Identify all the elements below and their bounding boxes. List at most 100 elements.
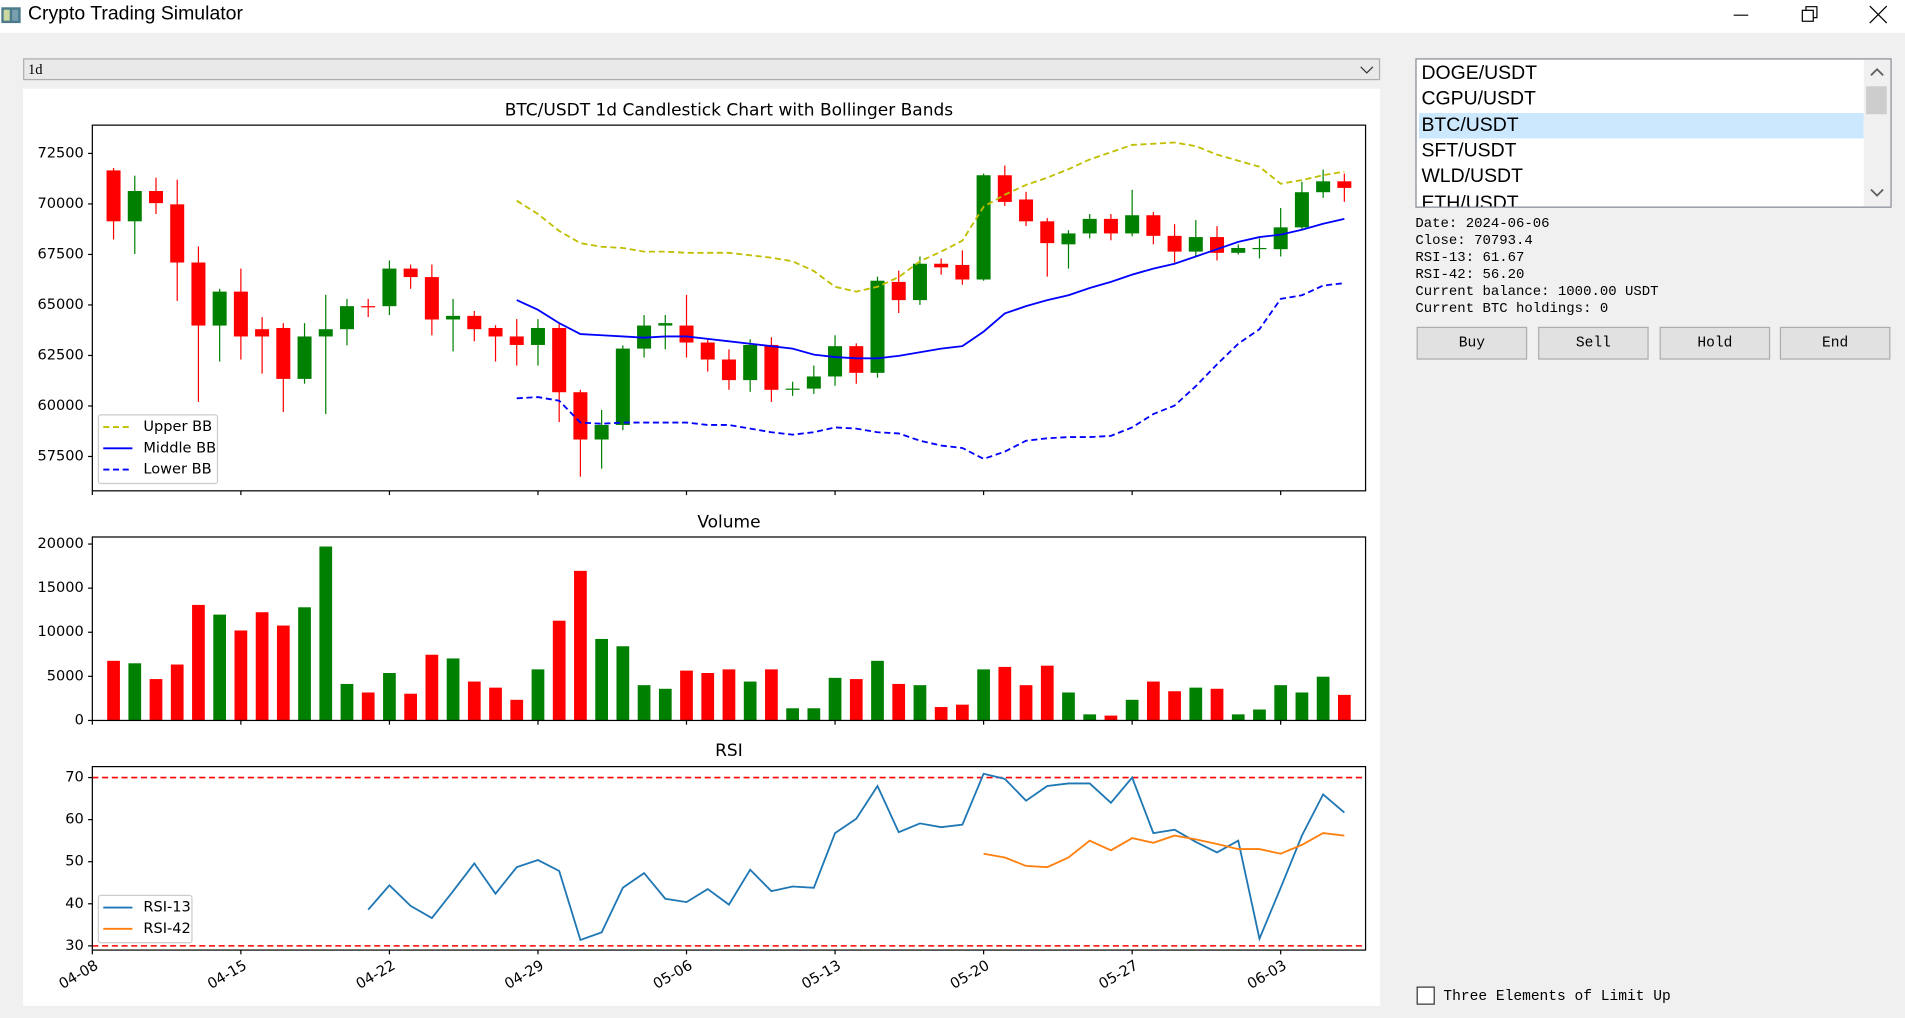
info-line: Date: 2024-06-06 [1415,216,1550,233]
y-tick-label: 15000 [38,579,84,596]
y-tick-label: 60 [65,811,84,828]
candle-body [446,315,461,320]
candle-body [1188,237,1203,252]
volume-bar [595,638,608,721]
candle-body [276,327,291,379]
candle-body [1061,233,1076,245]
legend-label: Lower BB [143,461,211,478]
candle-body [785,388,800,390]
scrollbar[interactable] [1863,59,1891,207]
checkbox-label[interactable]: Three Elements of Limit Up [1443,987,1671,1005]
series-line [367,772,1345,942]
pair-list[interactable]: DOGE/USDT CGPU/USDT BTC/USDT SFT/USDT WLD/US… [1415,58,1892,208]
pair-item[interactable]: CGPU/USDT [1421,89,1536,110]
app-icon [1,7,21,24]
action-button[interactable]: Hold [1659,326,1771,360]
plot-area [106,141,1352,477]
dropdown-arrow [1360,66,1374,74]
candle-body [1231,247,1246,253]
y-tick-label: 50 [65,853,84,870]
y-tick-label: 10000 [38,623,84,640]
close-button[interactable] [1869,5,1888,24]
plot-area [107,546,1351,721]
y-tick-label: 40 [65,895,84,912]
candle-body [849,346,864,373]
volume-bar [213,614,227,721]
volume-bar [913,685,927,721]
candle-body [976,175,991,280]
volume-bar [340,683,354,721]
action-button[interactable]: Sell [1538,326,1649,360]
pair-item[interactable]: DOGE/USDT [1421,63,1538,84]
candle-body [382,268,397,307]
y-tick-label: 65000 [38,296,84,313]
pair-item[interactable]: BTC/USDT [1419,112,1864,139]
volume-bar [383,672,396,721]
candle-body [297,336,312,379]
action-button[interactable]: Buy [1416,326,1528,360]
volume-bar [192,604,205,721]
action-button[interactable]: End [1779,326,1891,360]
pair-item[interactable]: ETH/USDT [1421,192,1519,208]
candle-body [891,281,906,301]
legend-label: Upper BB [143,418,212,435]
candle-body [721,359,736,381]
info-panel: Date: 2024-06-06 Close: 70793.4 RSI-13: 61… [1415,216,1658,318]
volume-bar [743,681,757,721]
candle-body [467,315,482,330]
candle-body [594,424,609,440]
volume-bar [977,669,990,721]
volume-bar [404,693,418,721]
plot-area [92,772,1366,947]
volume-bar [722,669,736,721]
candle-body [870,280,885,373]
volume-bar [298,607,311,721]
volume-bar [1189,687,1203,721]
info-line: Close: 70793.4 [1415,233,1533,250]
candle-body [743,344,758,381]
series-line [516,217,1345,360]
pair-item[interactable]: SFT/USDT [1421,140,1517,162]
candle-body [339,306,354,330]
y-tick-label: 0 [75,711,84,728]
candle-body [509,336,524,345]
y-tick-label: 5000 [47,667,84,684]
y-tick-label: 60000 [38,397,84,414]
candle-body [530,327,545,345]
candle-body [255,329,270,337]
candle-body [318,329,333,337]
volume-bar [1253,709,1266,721]
y-tick-label: 57500 [38,447,84,464]
series-line [983,832,1345,869]
volume-bar [276,625,290,721]
volume-bar [531,669,545,721]
volume-bar [1274,685,1288,721]
volume-bar [1104,715,1118,721]
volume-bar [998,666,1012,721]
volume-bar [637,685,651,721]
restore-button[interactable] [1801,9,1814,22]
axes-frame [91,766,1367,951]
volume-bar [234,630,248,721]
candle-body [1040,221,1055,244]
info-line: RSI-42: 56.20 [1415,267,1525,284]
volume-bar [425,654,439,721]
candle-body [764,344,779,390]
volume-bar [489,687,502,721]
volume-bar [446,658,460,721]
volume-bar [828,677,842,721]
window-controls [1733,5,1888,24]
volume-bar [1019,685,1033,721]
checkbox[interactable] [1416,986,1435,1005]
volume-bar [319,546,333,721]
candle-body [997,175,1012,202]
volume-bar [361,692,375,721]
timeframe-dropdown[interactable]: 1d [23,58,1381,81]
candle-body [1167,235,1182,252]
pair-item[interactable]: WLD/USDT [1421,166,1523,188]
candle-body [403,268,418,278]
candle-body [1146,215,1161,236]
volume-bar [1040,665,1054,721]
volume-bar [892,683,906,721]
candle-body [1019,199,1034,222]
